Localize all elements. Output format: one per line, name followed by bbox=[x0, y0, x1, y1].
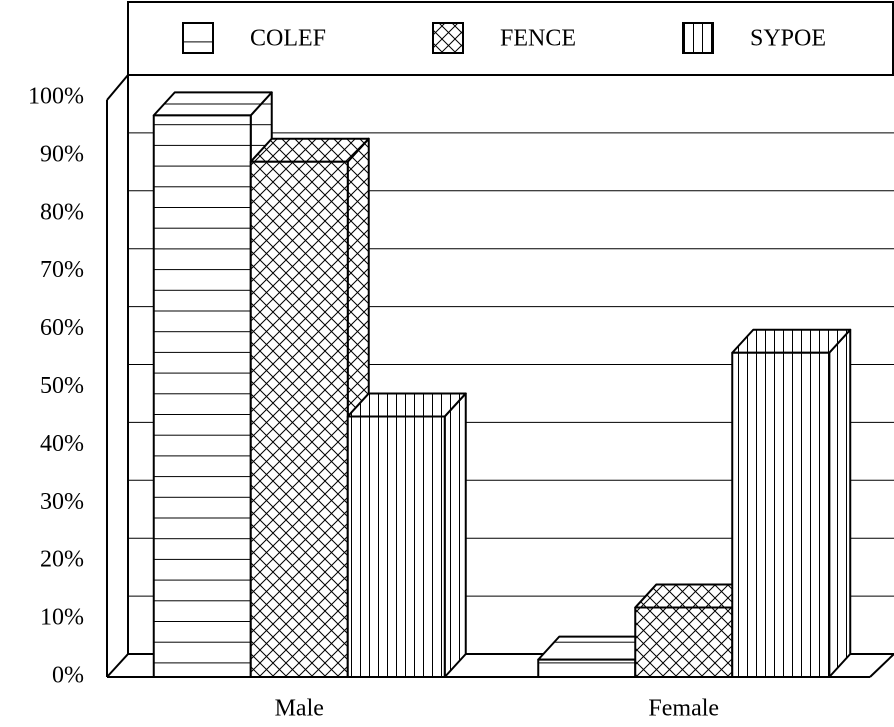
bar bbox=[346, 415, 446, 678]
bar bbox=[249, 160, 349, 678]
y-tick-label: 70% bbox=[40, 257, 84, 283]
legend-label: SYPOE bbox=[750, 26, 826, 52]
bar bbox=[537, 658, 637, 679]
x-tick-label: Male bbox=[275, 696, 324, 722]
bar-top bbox=[731, 328, 852, 354]
legend-swatch bbox=[682, 22, 714, 54]
y-tick-label: 40% bbox=[40, 431, 84, 457]
floor-edge bbox=[106, 653, 129, 678]
y-tick-label: 90% bbox=[40, 141, 84, 167]
bar-top bbox=[152, 91, 273, 117]
floor-edge bbox=[869, 653, 894, 678]
bar bbox=[634, 606, 734, 679]
y-tick-label: 50% bbox=[40, 373, 84, 399]
legend-label: COLEF bbox=[250, 26, 326, 52]
y-tick-label: 0% bbox=[52, 663, 84, 689]
legend-label: FENCE bbox=[500, 26, 576, 52]
legend-swatch bbox=[182, 22, 214, 54]
y-tick-label: 80% bbox=[40, 199, 84, 225]
bar-side bbox=[828, 328, 852, 678]
bar-side bbox=[443, 392, 467, 678]
bar-top bbox=[346, 392, 467, 418]
legend-box bbox=[127, 1, 894, 76]
bar-top bbox=[249, 137, 370, 163]
bar bbox=[152, 114, 252, 679]
bar bbox=[731, 351, 831, 678]
y-tick-label: 60% bbox=[40, 315, 84, 341]
legend-swatch bbox=[432, 22, 464, 54]
y-tick-label: 10% bbox=[40, 605, 84, 631]
x-tick-label: Female bbox=[648, 696, 719, 722]
y-tick-label: 20% bbox=[40, 547, 84, 573]
y-tick-label: 100% bbox=[28, 84, 84, 110]
axis-edge bbox=[106, 74, 129, 101]
y-tick-label: 30% bbox=[40, 489, 84, 515]
